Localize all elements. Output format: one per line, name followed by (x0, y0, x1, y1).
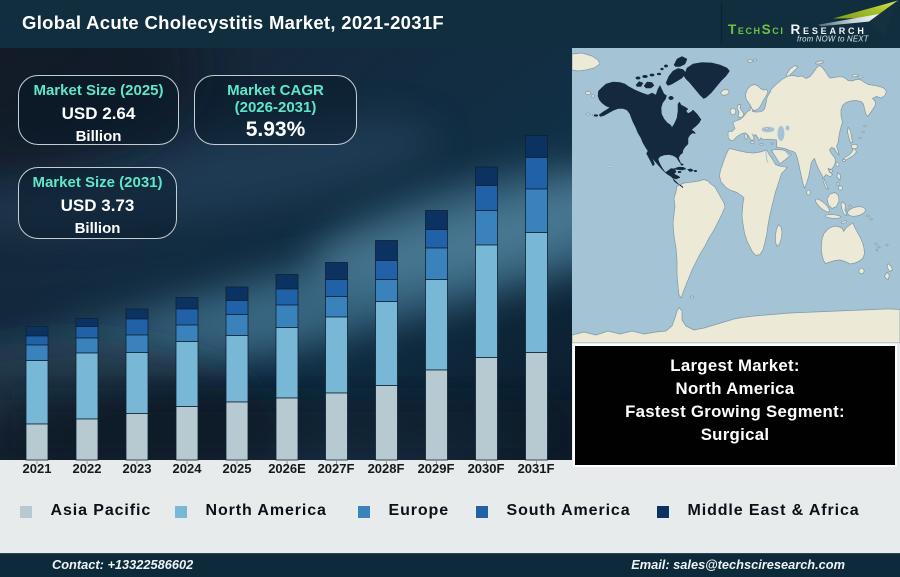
svg-text:Research: Research (791, 22, 867, 37)
svg-text:TechSci: TechSci (728, 22, 784, 37)
svg-text:from NOW to NEXT: from NOW to NEXT (797, 35, 870, 44)
